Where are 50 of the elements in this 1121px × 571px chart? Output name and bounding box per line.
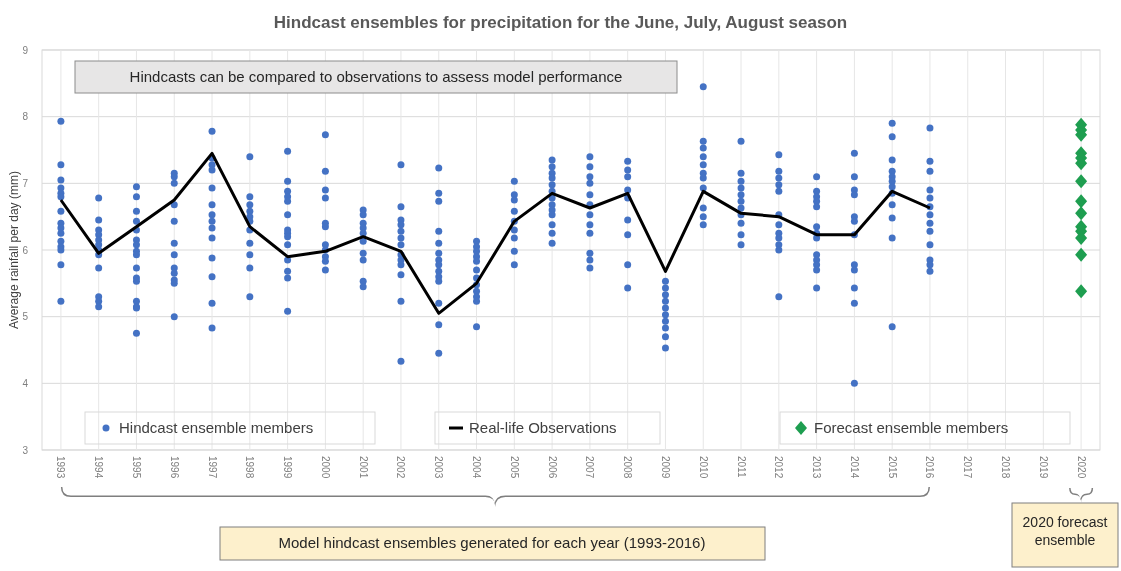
x-tick-label: 2010 [697, 456, 709, 479]
x-tick-label: 2016 [924, 456, 936, 479]
y-tick-label: 8 [22, 111, 29, 123]
y-tick-label: 3 [22, 444, 29, 456]
line-series [59, 151, 932, 315]
legend-label: Real-life Observations [469, 419, 617, 437]
x-tick-label: 2005 [508, 456, 520, 479]
note-box: 2020 forecast ensemble [1011, 502, 1119, 568]
x-tick-label: 2008 [622, 456, 634, 479]
y-tick-label: 6 [22, 244, 29, 256]
x-tick-label: 2011 [735, 456, 747, 478]
x-tick-label: 1997 [206, 456, 218, 479]
legend-label: Hindcast ensemble members [119, 419, 314, 437]
chart-title: Hindcast ensembles for precipitation for the June, July, August season [273, 13, 848, 32]
point [1075, 284, 1088, 299]
x-tick-label: 1999 [282, 456, 294, 479]
point [1075, 206, 1088, 221]
annotation: Hindcasts can be compared to observations to assess model performance [129, 68, 623, 86]
x-tick-label: 1993 [55, 456, 67, 479]
note-box: Model hindcast ensembles generated for each year (1993-2016) [219, 526, 766, 561]
x-tick-label: 2001 [357, 456, 369, 479]
x-tick-label: 2006 [546, 456, 558, 479]
x-tick-label: 2004 [471, 456, 483, 479]
y-tick-label: 5 [22, 311, 29, 323]
x-tick-label: 2013 [811, 456, 823, 479]
note-box: Hindcasts can be compared to observations to assess model performance [74, 60, 678, 94]
x-tick-label: 2017 [962, 456, 974, 479]
point [1075, 174, 1088, 189]
x-tick-label: 2020 [1075, 456, 1087, 479]
y-axis-title: Average rainfall per day (mm) [7, 171, 21, 329]
x-tick-label: 1998 [244, 456, 256, 479]
x-tick-label: 2015 [886, 456, 898, 479]
x-tick-label: 2009 [659, 456, 671, 479]
y-tick-label: 7 [22, 177, 29, 189]
x-tick-label: 2018 [1000, 456, 1012, 479]
x-tick-label: 1994 [93, 456, 105, 479]
x-tick-label: 2019 [1037, 456, 1049, 479]
y-tick-label: 4 [22, 377, 29, 389]
x-tick-label: 2014 [848, 456, 860, 479]
legend-label: Forecast ensemble members [814, 419, 1009, 437]
x-tick-label: 1996 [168, 456, 180, 479]
x-tick-label: 2003 [433, 456, 445, 479]
y-tick-label: 9 [22, 44, 29, 56]
x-tick-label: 2002 [395, 456, 407, 479]
point [1075, 194, 1088, 209]
x-tick-label: 2007 [584, 456, 596, 479]
x-tick-label: 1995 [130, 456, 142, 479]
x-tick-label: 2000 [319, 456, 331, 479]
x-tick-label: 2012 [773, 456, 785, 479]
point [1075, 247, 1088, 262]
